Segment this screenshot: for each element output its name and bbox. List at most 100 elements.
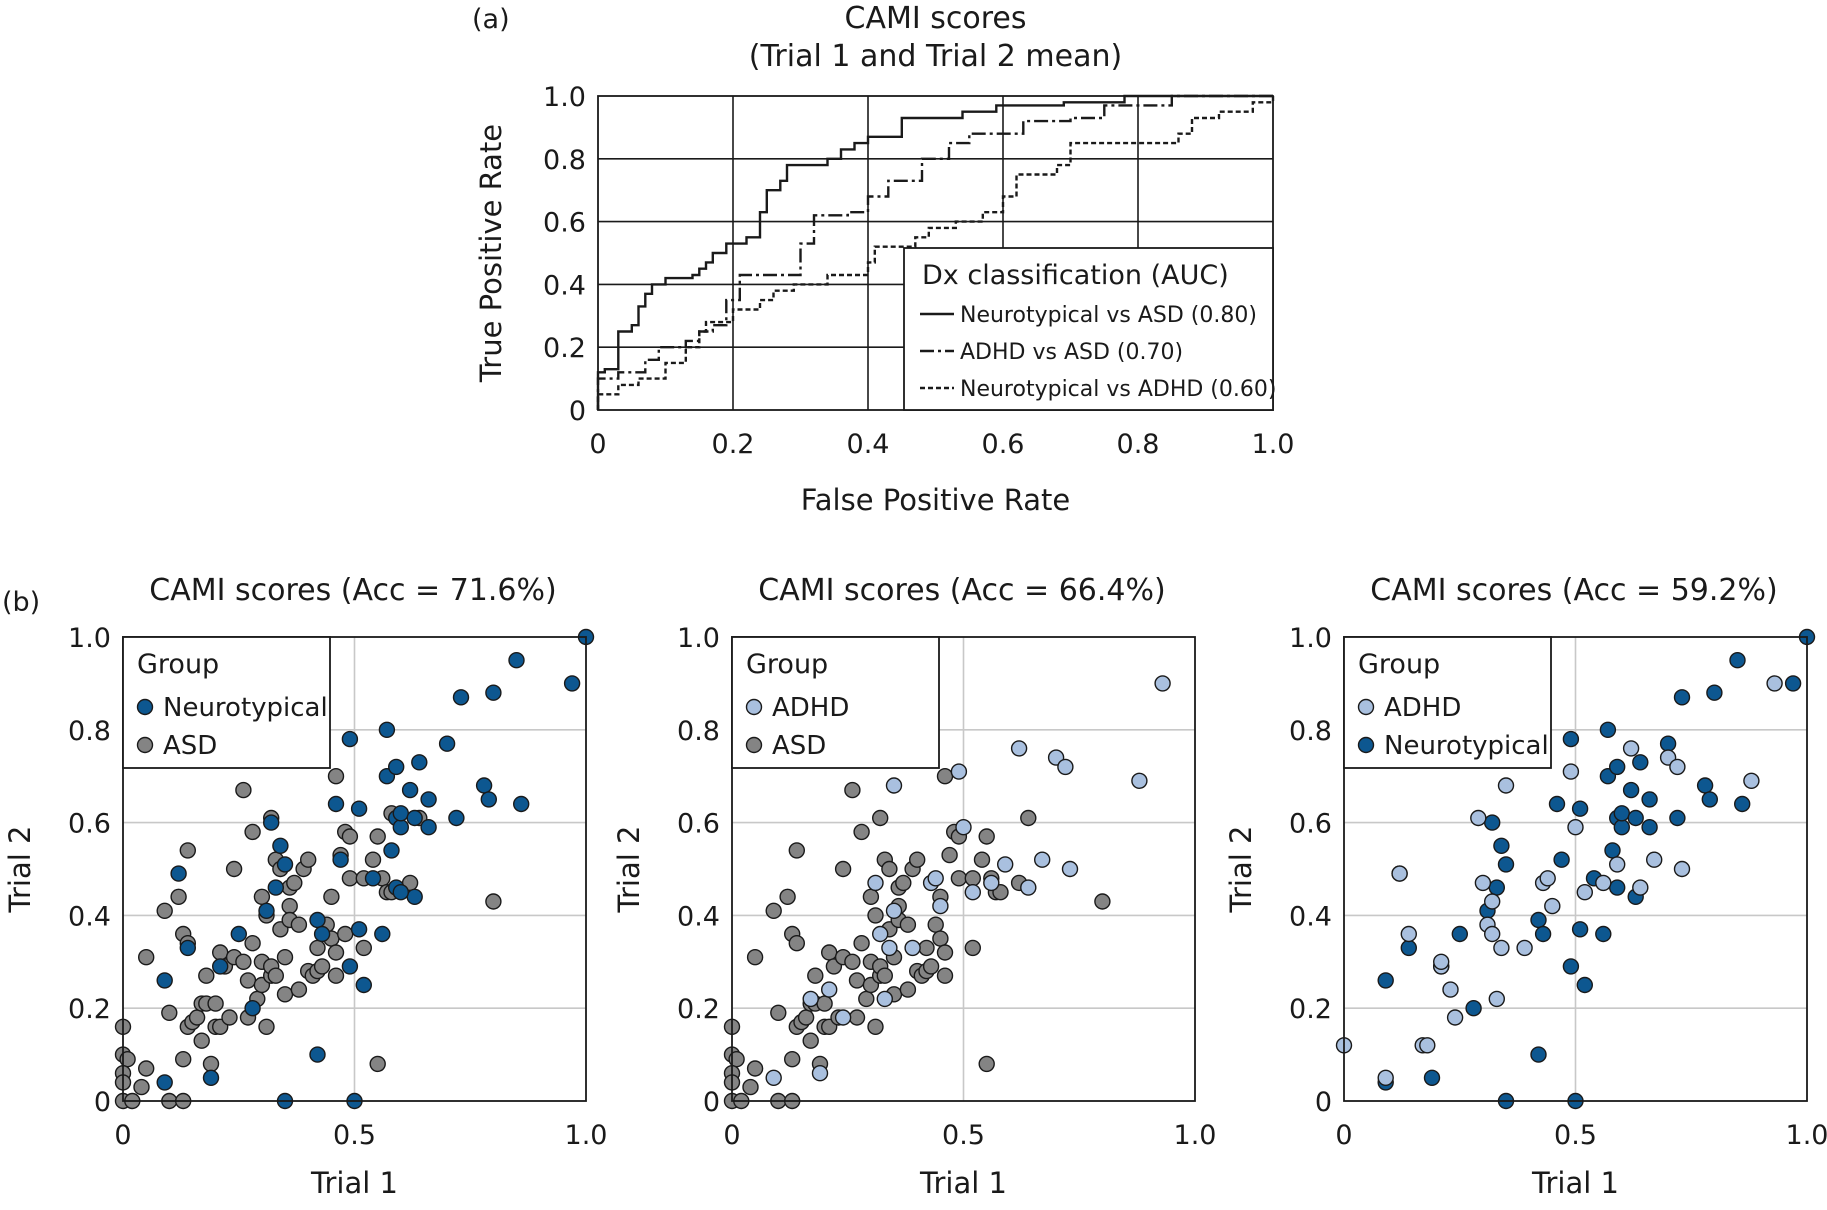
scatter-point-neurotypical — [1604, 842, 1621, 859]
scatter-legend-marker — [136, 698, 154, 716]
scatter-point-asd — [170, 888, 187, 905]
scatter-point-adhd — [1669, 758, 1686, 776]
scatter-point-adhd — [1766, 675, 1783, 692]
scatter-point-adhd — [1400, 925, 1418, 943]
scatter-point-asd — [867, 907, 884, 924]
scatter-point-neurotypical — [420, 819, 437, 836]
scatter-point-asd — [964, 939, 981, 957]
scatter-legend-title: Group — [746, 649, 828, 680]
scatter-point-neurotypical — [1562, 730, 1580, 748]
scatter-point-neurotypical — [1451, 925, 1469, 943]
scatter-point-asd — [936, 768, 954, 785]
scatter-legend-box — [1343, 636, 1552, 769]
scatter-point-adhd — [1154, 675, 1171, 692]
scatter-point-neurotypical — [420, 791, 437, 808]
roc-curve — [596, 94, 1273, 410]
scatter-point-asd — [253, 888, 271, 905]
scatter-point-neurotypical — [1613, 819, 1631, 836]
x-tick-label: 0 — [1335, 1120, 1352, 1151]
scatter-point-adhd — [1562, 763, 1580, 780]
x-tick-label: 0.6 — [982, 429, 1025, 460]
roc-x-axis-label: False Positive Rate — [801, 483, 1071, 517]
scatter-point-neurotypical — [1599, 721, 1617, 738]
scatter-legend-entry: ASD — [163, 731, 217, 761]
scatter-point-neurotypical — [406, 809, 423, 827]
scatter-point-neurotypical — [1632, 754, 1649, 771]
scatter-point-neurotypical — [202, 1069, 220, 1087]
scatter-point-adhd — [964, 884, 981, 901]
scatter-point-adhd — [1391, 865, 1408, 882]
scatter-point-adhd — [1576, 884, 1594, 901]
y-tick-label: 0.8 — [677, 716, 720, 747]
scatter-point-neurotypical — [332, 851, 349, 868]
scatter-point-asd — [133, 1078, 150, 1096]
scatter-point-adhd — [765, 1069, 782, 1087]
y-tick-label: 0.8 — [68, 716, 111, 747]
y-tick-label: 0.2 — [677, 994, 720, 1025]
scatter-legend-entry: Neurotypical — [1384, 731, 1549, 761]
scatter-point-asd — [276, 949, 294, 966]
scatter-point-asd — [327, 944, 345, 961]
scatter-point-adhd — [904, 939, 921, 957]
scatter-point-neurotypical — [1608, 879, 1626, 896]
scatter-point-asd — [327, 768, 345, 785]
scatter-point-neurotypical — [355, 976, 372, 994]
scatter-point-neurotypical — [1488, 879, 1506, 896]
scatter-point-adhd — [1419, 1037, 1436, 1054]
scatter-point-adhd — [950, 763, 968, 780]
scatter-point-asd — [844, 781, 861, 799]
scatter-point-neurotypical — [1595, 925, 1612, 943]
scatter-chart-adhd-vs-asd: 0 0.5 1.0 0 0.2 0.4 0.6 0.8 1.0 CAMI scores (Acc … — [612, 573, 1216, 1200]
y-tick-label: 0.4 — [543, 270, 586, 301]
scatter-point-neurotypical — [1627, 809, 1644, 827]
scatter-point-asd — [161, 1004, 178, 1021]
y-tick-label: 0.8 — [1289, 716, 1332, 747]
scatter-point-neurotypical — [1669, 809, 1686, 827]
scatter-point-adhd — [1595, 874, 1612, 892]
plot-frame — [1343, 636, 1808, 1102]
y-tick-label: 1.0 — [1289, 623, 1332, 654]
scatter-point-neurotypical — [341, 730, 359, 748]
scatter-point-asd — [770, 1004, 787, 1021]
scatter-title: CAMI scores (Acc = 66.4%) — [758, 573, 1165, 608]
x-tick-label: 0.4 — [847, 429, 890, 460]
scatter-point-adhd — [983, 874, 1000, 892]
scatter-legend-entry: ASD — [772, 731, 826, 761]
scatter-point-adhd — [1622, 740, 1640, 757]
scatter-point-neurotypical — [1493, 837, 1510, 854]
scatter-point-neurotypical — [1641, 819, 1658, 836]
scatter-point-neurotypical — [1701, 791, 1719, 808]
scatter-point-asd — [978, 1055, 995, 1073]
scatter-point-neurotypical — [1530, 911, 1547, 929]
x-tick-label: 0.8 — [1117, 429, 1160, 460]
scatter-point-neurotypical — [1696, 777, 1714, 794]
scatter-point-asd — [844, 953, 861, 970]
scatter-point-neurotypical — [1784, 675, 1802, 692]
scatter-point-asd — [848, 972, 866, 989]
scatter-point-neurotypical — [258, 902, 275, 919]
scatter-point-adhd — [834, 1009, 852, 1026]
y-tick-label: 1.0 — [543, 82, 586, 113]
scatter-point-neurotypical — [392, 805, 409, 822]
scatter-point-neurotypical — [341, 958, 359, 975]
roc-legend-box — [903, 247, 1274, 411]
scatter-point-neurotypical — [513, 795, 530, 813]
scatter-y-axis-label: Trial 2 — [3, 826, 37, 914]
scatter-point-asd — [899, 981, 917, 998]
scatter-point-asd — [193, 1032, 210, 1049]
y-tick-label: 0.6 — [543, 208, 586, 239]
scatter-point-neurotypical — [383, 842, 400, 859]
scatter-point-adhd — [1033, 851, 1051, 868]
plot-frame — [731, 636, 1196, 1102]
y-tick-label: 0.4 — [68, 901, 111, 932]
scatter-point-asd — [267, 967, 284, 984]
scatter-point-asd — [276, 986, 294, 1003]
scatter-point-adhd — [997, 856, 1014, 873]
scatter-point-asd — [327, 967, 345, 984]
scatter-point-neurotypical — [156, 1074, 173, 1091]
roc-title-line2: (Trial 1 and Trial 2 mean) — [749, 39, 1122, 74]
scatter-x-axis-label: Trial 1 — [1531, 1166, 1619, 1200]
scatter-point-adhd — [1470, 809, 1487, 827]
roc-legend-entry: Neurotypical vs ADHD (0.60) — [960, 377, 1276, 402]
x-tick-label: 0 — [589, 429, 606, 460]
